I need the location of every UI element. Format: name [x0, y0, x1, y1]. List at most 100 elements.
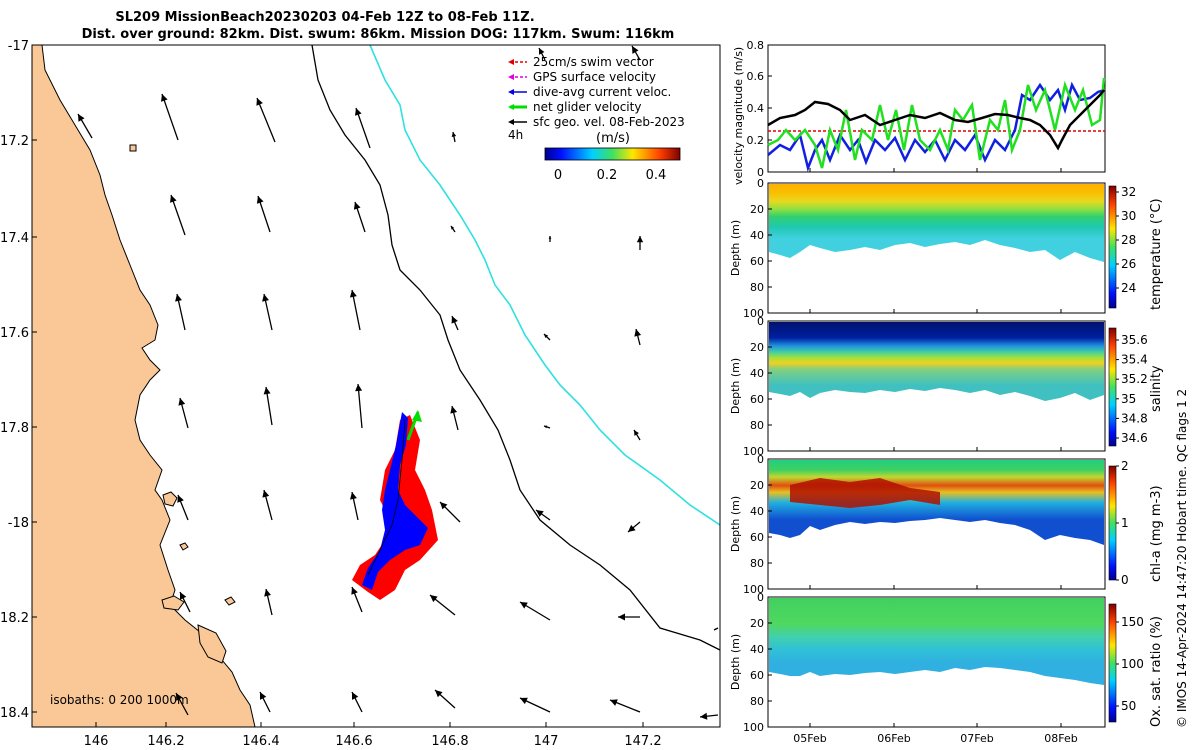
depth-tick-label: 100: [743, 445, 764, 458]
geostrophic-arrowhead: [170, 195, 177, 203]
temperature-colorbar: [1108, 185, 1117, 309]
lat-tick-label: 18.4: [0, 706, 29, 721]
geostrophic-arrowhead: [264, 589, 271, 597]
depth-axes: 0 20 40 60 80 100 Depth (m) 0 20 40 60 80 100 Depth (…: [729, 177, 772, 734]
depth-tick-label: 20: [750, 479, 764, 492]
geostrophic-arrowhead: [636, 236, 644, 243]
geostrophic-arrowhead: [160, 94, 168, 102]
velocity-series-blue: [767, 81, 1105, 173]
legend-arrowhead: [508, 104, 514, 110]
depth-tick-label: 60: [750, 531, 764, 544]
geostrophic-arrowhead: [353, 202, 361, 210]
figure-title-line1: SL209 MissionBeach20230203 04-Feb 12Z to…: [115, 10, 534, 25]
geostrophic-arrowhead: [536, 510, 544, 517]
depth-tick-label: 100: [743, 721, 764, 734]
lat-tick-label: 17.8: [0, 421, 29, 436]
salinity-label: salinity: [1149, 365, 1164, 412]
colorbar-tick-label: 0.4: [646, 168, 667, 183]
geostrophic-arrowhead: [263, 387, 271, 395]
geostrophic-arrowhead: [355, 384, 363, 392]
velocity-series-green: [767, 77, 1106, 169]
geostrophic-arrow: [355, 107, 371, 149]
colorbar-tick-label: 35.4: [1121, 353, 1148, 367]
geostrophic-arrowhead: [175, 294, 182, 302]
depth-tick-label: 80: [750, 557, 764, 570]
legend-label: sfc geo. vel. 08-Feb-2023: [533, 115, 685, 129]
geostrophic-arrowhead: [539, 48, 545, 55]
geostrophic-arrowhead: [256, 98, 263, 106]
geostrophic-arrowhead: [451, 316, 458, 324]
time-tick-label: 07Feb: [960, 732, 993, 745]
depth-tick-label: 0: [757, 591, 764, 604]
colorbar-tick-label: 30: [1121, 209, 1136, 223]
geostrophic-arrow: [170, 194, 186, 236]
figure-title-line2: Dist. over ground: 82km. Dist. swum: 86k…: [82, 27, 675, 42]
geostrophic-arrow: [357, 383, 363, 429]
depth-tick-label: 0: [757, 177, 764, 190]
geostrophic-arrowhead: [544, 334, 549, 339]
geostrophic-arrowhead: [435, 690, 443, 698]
lon-tick-label: 147.2: [624, 734, 661, 749]
depth-tick-label: 20: [750, 203, 764, 216]
time-tick-label: 05Feb: [793, 732, 826, 745]
geostrophic-arrowhead: [610, 699, 618, 706]
temperature-section: [769, 184, 1104, 262]
temperature-panel: temperature (°C) 32 30 28 26 24: [767, 182, 1164, 314]
geostrophic-arrowhead: [352, 692, 359, 700]
depth-ylabel: Depth (m): [729, 634, 742, 690]
colorbar-tick-label: 26: [1121, 257, 1136, 271]
isobath-1000m: [369, 45, 720, 526]
glider-path-line: [367, 419, 406, 576]
velocity-tick-label: 0.2: [747, 134, 765, 147]
legend-arrowhead: [508, 59, 514, 65]
lon-tick-label: 146: [84, 734, 109, 749]
geostrophic-arrowhead: [520, 602, 528, 609]
geostrophic-arrow: [161, 93, 179, 141]
legend-label: dive-avg current veloc.: [533, 85, 671, 99]
dive-avg-current-track: [362, 412, 428, 590]
colorbar-tick-label: 1: [1121, 516, 1129, 530]
depth-tick-label: 80: [750, 695, 764, 708]
geostrophic-arrowhead: [450, 406, 458, 414]
geostrophic-arrowhead: [634, 329, 642, 337]
legend-label: GPS surface velocity: [533, 70, 656, 84]
map-frame: [31, 44, 721, 728]
time-axis: 05Feb 06Feb 07Feb 08Feb: [793, 168, 1078, 745]
geostrophic-arrowhead: [451, 226, 455, 230]
island: [162, 491, 178, 507]
colorbar-tick-label: 0: [554, 168, 562, 183]
geostrophic-arrowhead: [262, 294, 269, 302]
geostrophic-arrowhead: [260, 692, 267, 700]
depth-tick-label: 100: [743, 307, 764, 320]
geostrophic-arrowhead: [355, 108, 362, 116]
chla-label: chl-a (mg m-3): [1149, 485, 1164, 582]
legend-label: 25cm/s swim vector: [533, 55, 654, 69]
depth-tick-label: 100: [743, 583, 764, 596]
depth-tick-label: 60: [750, 393, 764, 406]
speed-colorbar: [544, 147, 681, 161]
velocity-panel: velocity magnitude (m/s) 0.8 0.6 0.4 0.2 0: [732, 39, 1106, 185]
lat-tick-label: -18: [8, 516, 29, 531]
geostrophic-arrowhead: [256, 196, 264, 204]
geostrophic-arrow: [256, 97, 276, 143]
depth-tick-label: 60: [750, 669, 764, 682]
footer-credit: © IMOS 14-Apr-2024 14:47:20 Hobart time.…: [1175, 389, 1189, 728]
colorbar-tick-label: 34.8: [1121, 411, 1148, 425]
time-tick-label: 06Feb: [877, 732, 910, 745]
depth-ylabel: Depth (m): [729, 358, 742, 414]
geostrophic-arrowhead: [714, 628, 717, 630]
colorbar-tick-label: 32: [1121, 185, 1136, 199]
legend-arrowhead: [508, 74, 514, 80]
depth-tick-label: 20: [750, 617, 764, 630]
lat-tick-label: 18.2: [0, 611, 29, 626]
depth-tick-label: 40: [750, 229, 764, 242]
geostrophic-arrowhead: [632, 46, 639, 54]
colorbar-unit: (m/s): [596, 131, 630, 146]
geostrophic-arrowhead: [520, 697, 528, 705]
depth-tick-label: 40: [750, 367, 764, 380]
lon-tick-label: 146.6: [335, 734, 372, 749]
geostrophic-arrowhead: [78, 114, 85, 122]
velocity-tick-label: 0: [757, 166, 764, 179]
